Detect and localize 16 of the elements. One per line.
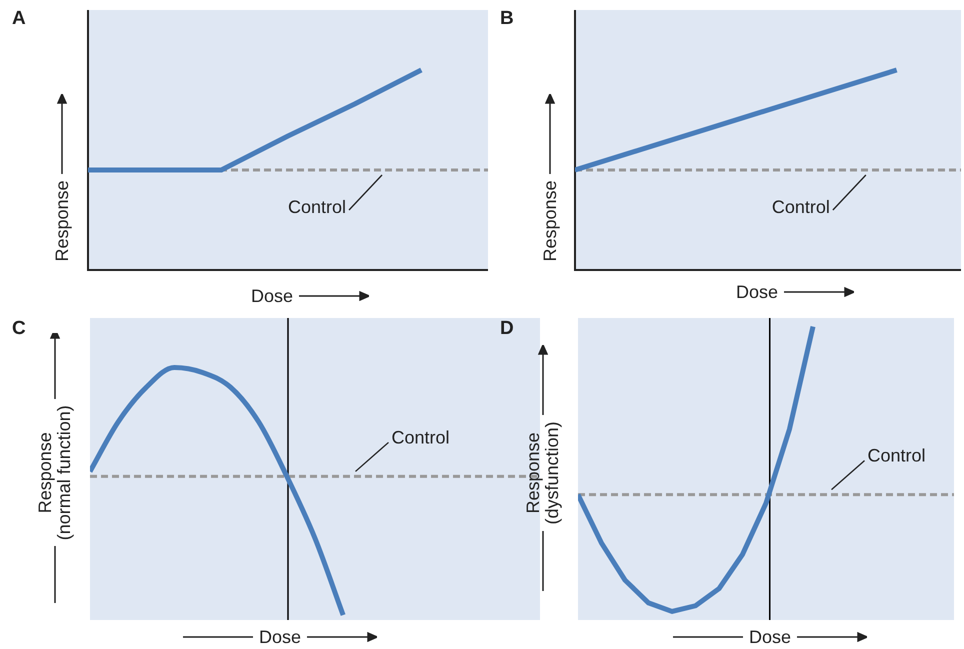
chart-title: D [500,318,514,340]
chart-title: A [12,8,26,30]
y-axis-title: Response (dysfunction) [523,421,562,525]
ref-line-label: Control [772,196,830,217]
chart-title: B [500,8,514,30]
y-axis-title: Response [540,180,560,262]
ref-line-label: Control [392,427,450,448]
chart-title: C [12,318,26,340]
y-axis-title: Response (normal function) [35,405,74,540]
y-axis-title: Response [52,180,72,262]
ref-line-label: Control [288,196,346,217]
x-axis-title: Dose [258,626,302,646]
x-axis-title: Dose [250,286,294,306]
x-axis-title: Dose [736,282,778,302]
ref-line-label: Control [868,446,926,466]
x-axis-title: Dose [748,626,792,646]
